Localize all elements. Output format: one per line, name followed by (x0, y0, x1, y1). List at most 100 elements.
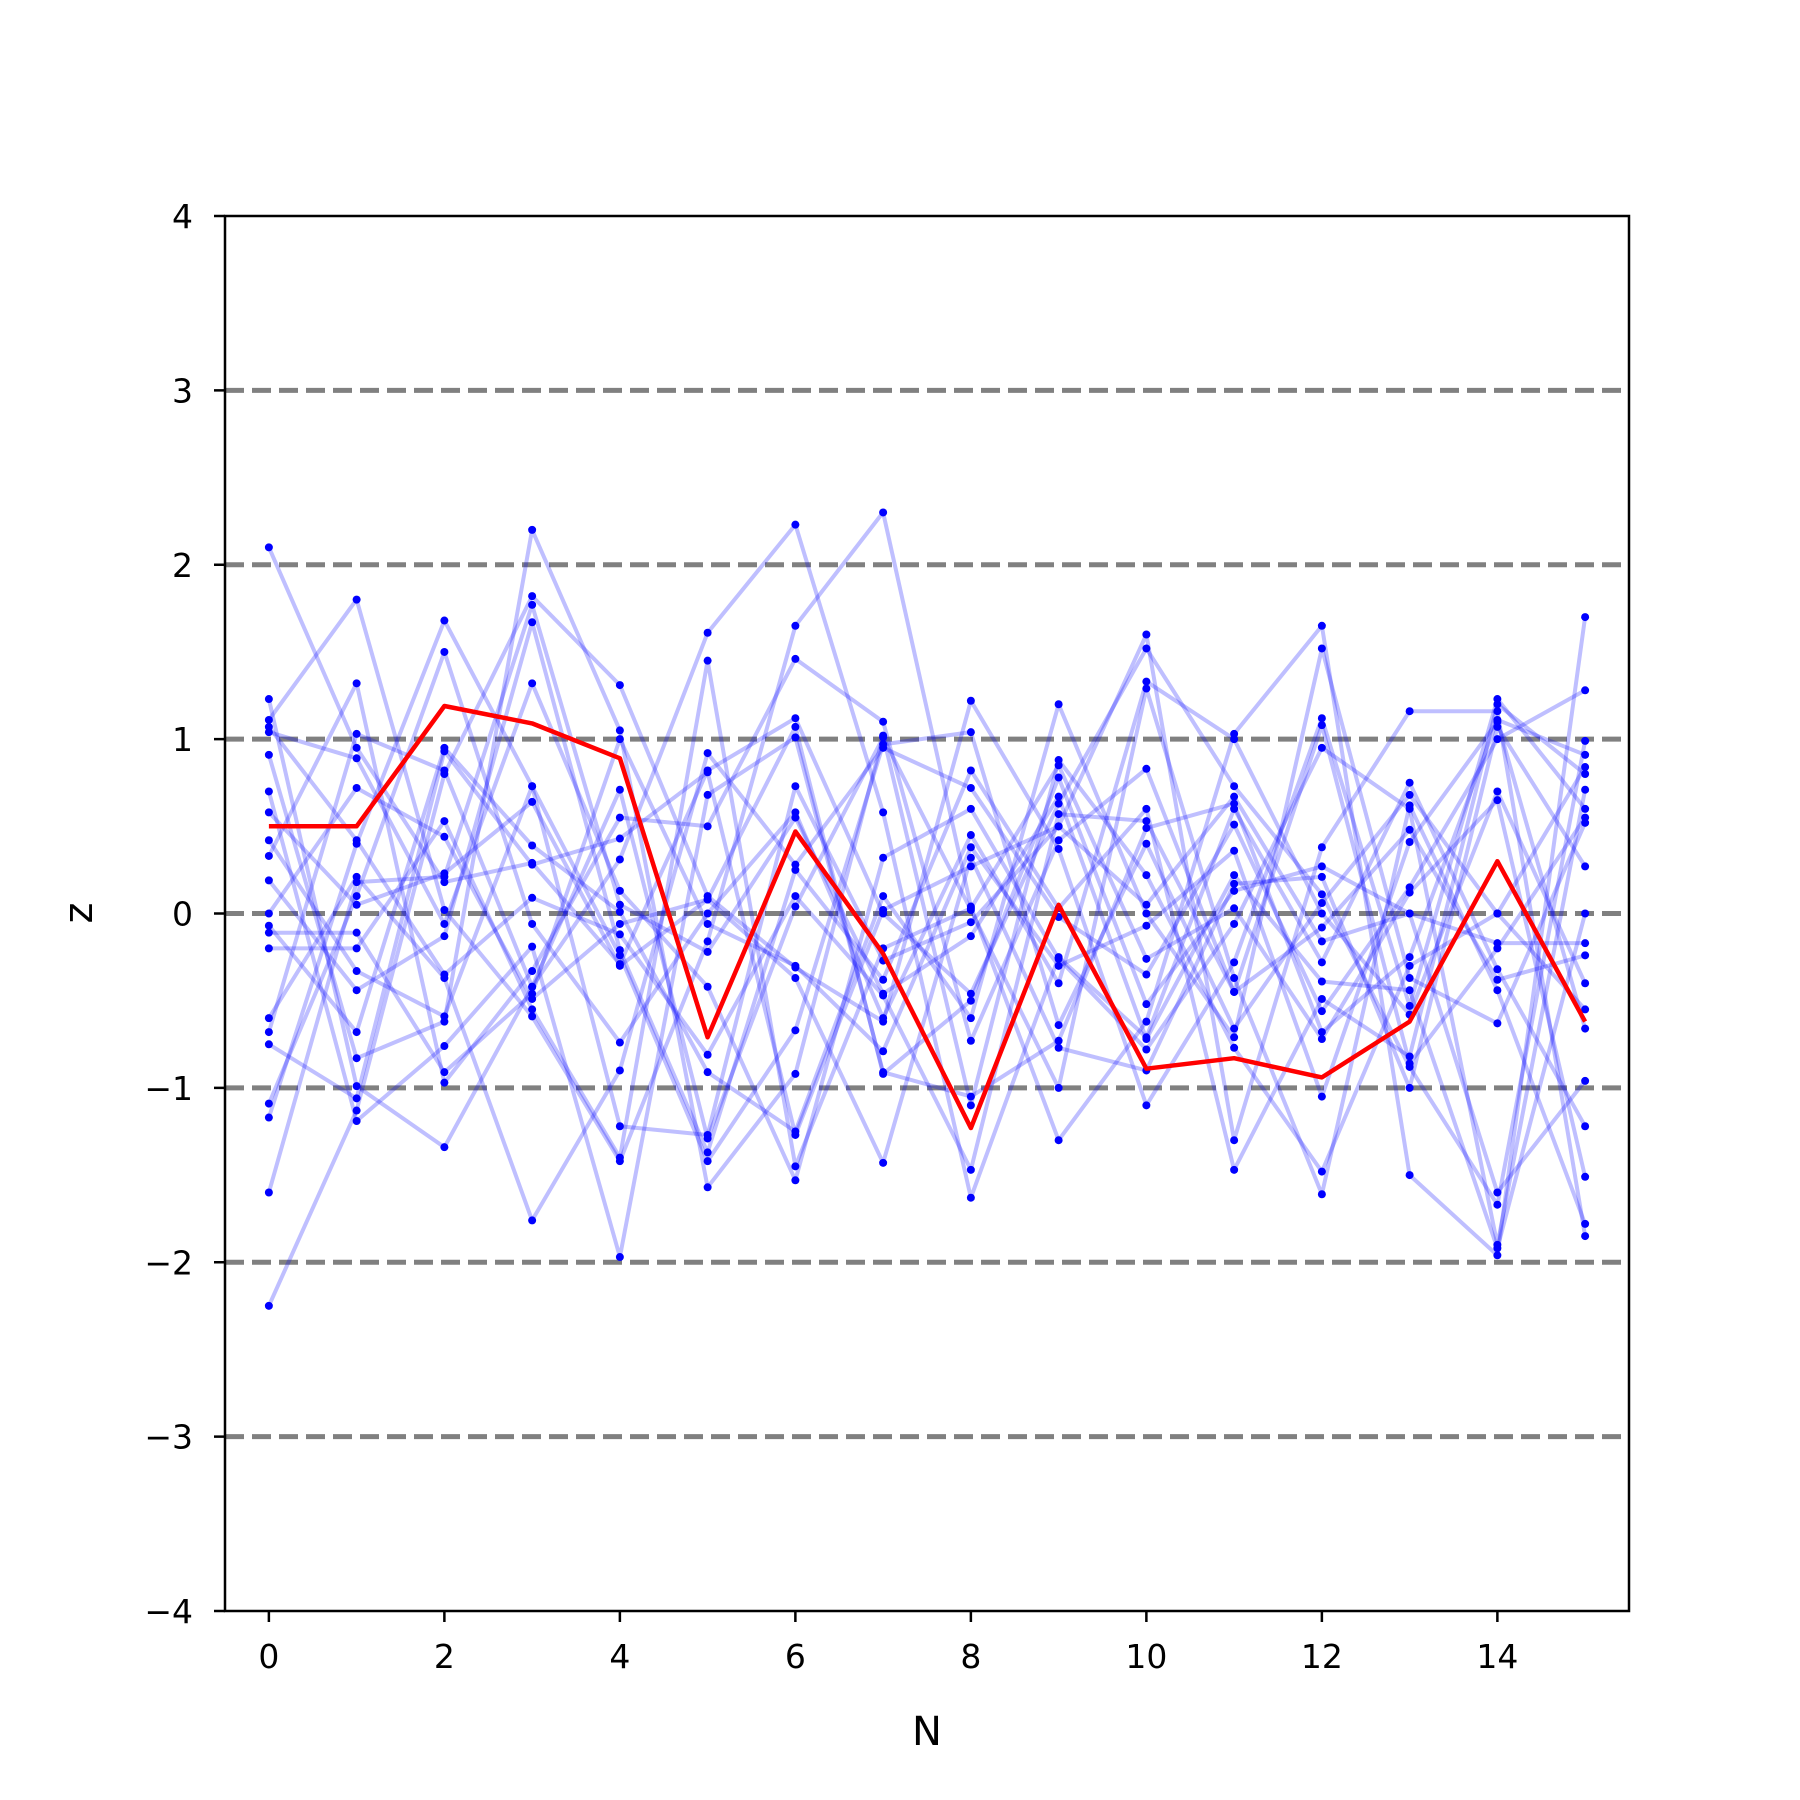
background-series-point-15-11 (1230, 1165, 1239, 1174)
background-series-point-14-15 (1581, 979, 1590, 988)
background-series-point-18-2 (440, 1068, 449, 1077)
background-series-point-20-9 (1054, 1021, 1063, 1030)
background-series-point-3-2 (440, 906, 449, 915)
background-series-point-3-9 (1054, 1136, 1063, 1145)
x-tick-label-4: 8 (960, 1637, 981, 1676)
x-tick-label-0: 0 (258, 1637, 279, 1676)
background-series-point-9-9 (1054, 761, 1063, 770)
background-series-point-17-8 (966, 1165, 975, 1174)
background-series-point-18-12 (1317, 1092, 1326, 1101)
background-series-point-21-9 (1054, 792, 1063, 801)
background-series-line-5 (266, 527, 1587, 1190)
background-series-point-17-10 (1142, 817, 1151, 826)
x-tick-label-1: 2 (434, 1637, 455, 1676)
background-series-point-18-14 (1493, 717, 1502, 726)
background-series-point-15-6 (791, 865, 800, 874)
background-series-point-16-15 (1581, 1076, 1590, 1085)
background-series-point-11-10 (1142, 684, 1151, 693)
y-tick-label-2: −2 (144, 1243, 193, 1282)
background-series-point-20-14 (1493, 909, 1502, 918)
background-series-point-7-4 (615, 907, 624, 916)
background-series-point-0-11 (1230, 782, 1239, 791)
background-series-line-13 (268, 681, 1588, 1247)
background-series-point-4-14 (1493, 707, 1502, 716)
background-series-point-11-4 (615, 785, 624, 794)
background-series-point-18-9 (1054, 961, 1063, 970)
background-series-point-16-11 (1230, 792, 1239, 801)
background-series-point-13-3 (528, 679, 537, 688)
background-series-point-1-3 (528, 592, 537, 601)
background-series-point-13-8 (966, 804, 975, 813)
background-series-point-12-11 (1230, 799, 1239, 808)
background-series-point-5-13 (1405, 961, 1414, 970)
background-series-point-4-4 (615, 1122, 624, 1131)
background-series-line-11 (266, 686, 1587, 1225)
y-tick-label-6: 2 (172, 546, 193, 585)
background-series-point-10-6 (791, 974, 800, 983)
background-series-point-7-10 (1142, 909, 1151, 918)
background-series-point-18-15 (1581, 1024, 1590, 1033)
background-series-point-3-6 (791, 621, 800, 630)
background-series-point-9-0 (264, 944, 273, 953)
background-series-point-3-3 (528, 1012, 537, 1021)
background-series-point-1-15 (1581, 804, 1590, 813)
background-series-point-14-0 (264, 1099, 273, 1108)
background-series-point-17-5 (703, 1050, 712, 1059)
background-series-point-14-8 (966, 831, 975, 840)
background-series-point-2-14 (1493, 965, 1502, 974)
background-series-point-1-0 (264, 1301, 273, 1310)
background-series-point-5-11 (1230, 1043, 1239, 1052)
background-series-point-6-15 (1581, 686, 1590, 695)
background-series-point-19-10 (1142, 1000, 1151, 1009)
background-series-line-8 (267, 656, 1586, 1085)
background-series-point-15-2 (440, 932, 449, 941)
background-series-point-1-9 (1054, 844, 1063, 853)
background-series-point-4-0 (264, 1113, 273, 1122)
background-series-point-11-12 (1317, 1190, 1326, 1199)
background-series-point-4-6 (791, 782, 800, 791)
background-series-point-1-1 (352, 1106, 361, 1115)
background-series-line-14 (267, 649, 1587, 1105)
background-series-point-10-1 (352, 900, 361, 909)
background-series-point-10-13 (1405, 1083, 1414, 1092)
background-series-point-16-10 (1142, 900, 1151, 909)
background-series-point-8-5 (703, 822, 712, 831)
background-series-point-20-1 (352, 967, 361, 976)
background-series-point-11-0 (264, 1028, 273, 1037)
x-tick-label-6: 12 (1301, 1637, 1343, 1676)
background-series-point-8-0 (264, 851, 273, 860)
background-series-point-21-1 (352, 878, 361, 887)
background-series-point-21-6 (791, 813, 800, 822)
background-series-point-16-14 (1493, 1188, 1502, 1197)
background-series-point-4-15 (1581, 1232, 1590, 1241)
background-series-point-2-6 (791, 520, 800, 529)
background-series-point-12-0 (264, 787, 273, 796)
background-series-point-0-9 (1054, 799, 1063, 808)
background-series-point-10-11 (1230, 879, 1239, 888)
background-series-line-21 (266, 602, 1588, 1251)
background-series-point-4-12 (1317, 843, 1326, 852)
background-series-point-5-15 (1581, 1005, 1590, 1014)
background-series-point-8-15 (1581, 951, 1590, 960)
background-series-point-8-6 (791, 654, 800, 663)
background-series-point-3-1 (352, 595, 361, 604)
background-series-line-0 (267, 546, 1588, 1207)
background-series-point-13-2 (440, 919, 449, 928)
background-series-point-10-7 (879, 1158, 888, 1167)
background-series-point-2-1 (352, 1082, 361, 1091)
background-series-point-13-6 (791, 1176, 800, 1185)
background-series-point-10-0 (264, 808, 273, 817)
background-series-point-3-10 (1142, 1017, 1151, 1026)
background-series-point-19-11 (1230, 886, 1239, 895)
background-series-point-0-1 (352, 743, 361, 752)
background-series-point-5-0 (264, 750, 273, 759)
background-series-point-21-7 (879, 989, 888, 998)
background-series-point-20-4 (615, 951, 624, 960)
background-series-point-13-4 (615, 886, 624, 895)
background-series-point-17-3 (528, 893, 537, 902)
background-series-point-18-7 (879, 1047, 888, 1056)
background-series-point-17-2 (440, 970, 449, 979)
background-series-point-3-13 (1405, 1171, 1414, 1180)
background-series-point-18-11 (1230, 846, 1239, 855)
background-series-point-0-14 (1493, 1200, 1502, 1209)
